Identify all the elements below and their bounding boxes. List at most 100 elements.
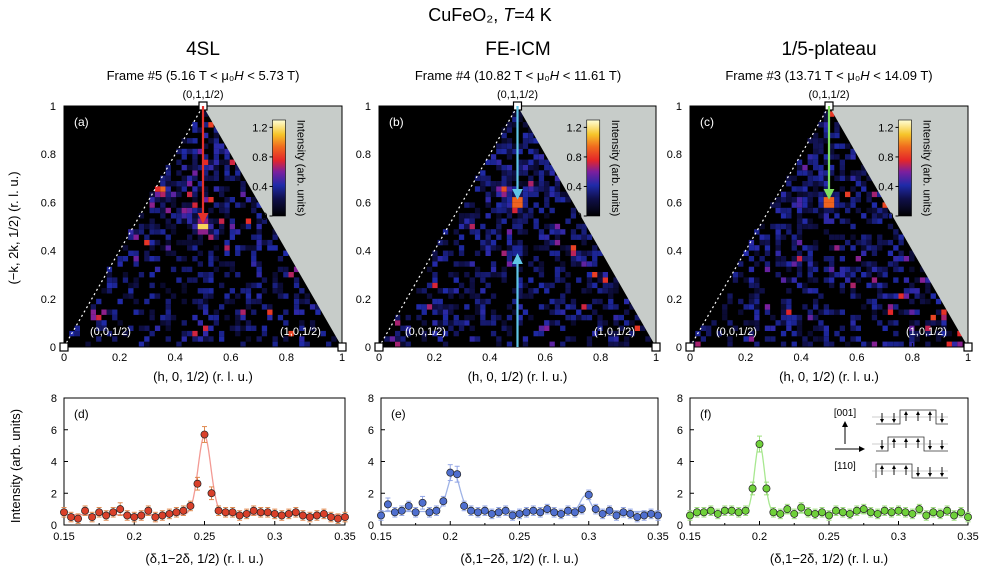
intensity-pixel (512, 170, 518, 176)
intensity-pixel (480, 175, 486, 181)
data-point (686, 511, 694, 520)
data-point (480, 506, 489, 515)
intensity-pixel (395, 314, 401, 321)
intensity-pixel (586, 341, 593, 347)
intensity-pixel (442, 314, 449, 321)
intensity-pixel (192, 330, 198, 337)
intensity-pixel (480, 186, 486, 192)
intensity-pixel (909, 250, 915, 256)
intensity-pixel (245, 218, 252, 224)
intensity-pixel (496, 223, 502, 230)
intensity-pixel (74, 330, 80, 337)
intensity-pixel (549, 341, 555, 347)
intensity-pixel (176, 181, 182, 187)
intensity-pixel (517, 239, 523, 246)
intensity-pixel (501, 148, 507, 155)
intensity-pixel (855, 239, 861, 246)
intensity-pixel (839, 266, 845, 273)
intensity-pixel (829, 218, 835, 224)
intensity-pixel (823, 341, 829, 347)
intensity-pixel (802, 218, 808, 224)
intensity-pixel (208, 336, 214, 342)
intensity-pixel (251, 245, 257, 251)
column-frame-fe-icm: Frame #4 (10.82 T < μ₀H < 11.61 T) (415, 68, 621, 83)
intensity-pixel (203, 325, 209, 331)
intensity-pixel (197, 304, 203, 310)
intensity-pixel (485, 250, 491, 256)
intensity-pixel (192, 159, 198, 165)
intensity-pixel (807, 261, 813, 267)
intensity-pixel (818, 138, 824, 144)
intensity-pixel (453, 229, 459, 235)
intensity-pixel (485, 229, 491, 235)
intensity-pixel (213, 218, 219, 224)
intensity-pixel (133, 234, 139, 240)
intensity-pixel (261, 325, 268, 331)
intensity-pixel (251, 298, 257, 305)
data-point (706, 506, 715, 515)
intensity-pixel (224, 272, 230, 278)
intensity-pixel (957, 341, 963, 347)
intensity-pixel (925, 298, 931, 305)
y-tick-label: 4 (677, 457, 683, 469)
intensity-pixel (925, 288, 931, 294)
colorbar-tick-label: 0.8 (566, 152, 581, 164)
intensity-pixel (293, 293, 300, 299)
intensity-pixel (485, 202, 491, 208)
intensity-pixel (160, 186, 166, 192)
intensity-pixel (405, 330, 411, 337)
intensity-pixel (437, 256, 443, 262)
zone-boundary (689, 105, 830, 348)
intensity-pixel (154, 266, 161, 273)
intensity-pixel (533, 245, 539, 251)
intensity-pixel (458, 282, 465, 289)
intensity-pixel (732, 325, 739, 331)
intensity-pixel (517, 143, 523, 149)
intensity-pixel (549, 309, 555, 315)
intensity-pixel (608, 336, 614, 342)
intensity-pixel (586, 250, 593, 256)
intensity-pixel (866, 298, 872, 305)
intensity-pixel (213, 127, 219, 133)
intensity-pixel (522, 341, 529, 347)
intensity-pixel (581, 229, 587, 235)
intensity-pixel (469, 314, 475, 321)
intensity-pixel (485, 272, 491, 278)
intensity-pixel (522, 181, 529, 187)
intensity-pixel (480, 272, 486, 278)
intensity-pixel (786, 191, 792, 198)
x-tick-label: 0.25 (194, 531, 215, 543)
intensity-pixel (224, 293, 230, 299)
spin-arrow-head (940, 419, 944, 423)
intensity-pixel (700, 325, 706, 331)
x-tick-label: 0.3 (891, 531, 906, 543)
intensity-pixel (871, 298, 878, 305)
intensity-pixel (165, 309, 171, 315)
intensity-pixel (613, 277, 619, 283)
intensity-pixel (229, 298, 235, 305)
intensity-pixel (74, 325, 80, 331)
column-frame-plateau: Frame #3 (13.71 T < μ₀H < 14.09 T) (725, 68, 932, 83)
intensity-pixel (786, 223, 792, 230)
intensity-pixel (813, 164, 819, 171)
intensity-pixel (850, 197, 856, 203)
intensity-pixel (554, 175, 561, 181)
intensity-pixel (474, 293, 481, 299)
intensity-pixel (791, 175, 797, 181)
data-point (838, 508, 847, 517)
intensity-pixel (834, 143, 840, 149)
intensity-pixel (149, 314, 155, 321)
y-tick-label: 0.8 (41, 149, 56, 161)
intensity-pixel (850, 336, 856, 342)
intensity-pixel (796, 272, 803, 278)
x-tick-label: 0.25 (818, 531, 839, 543)
intensity-pixel (512, 207, 518, 214)
intensity-pixel (807, 159, 813, 165)
intensity-pixel (554, 197, 561, 203)
intensity-pixel (554, 191, 561, 198)
intensity-pixel (796, 229, 803, 235)
data-point (383, 500, 392, 509)
intensity-pixel (791, 202, 797, 208)
intensity-pixel (871, 245, 878, 251)
intensity-pixel (770, 336, 776, 342)
